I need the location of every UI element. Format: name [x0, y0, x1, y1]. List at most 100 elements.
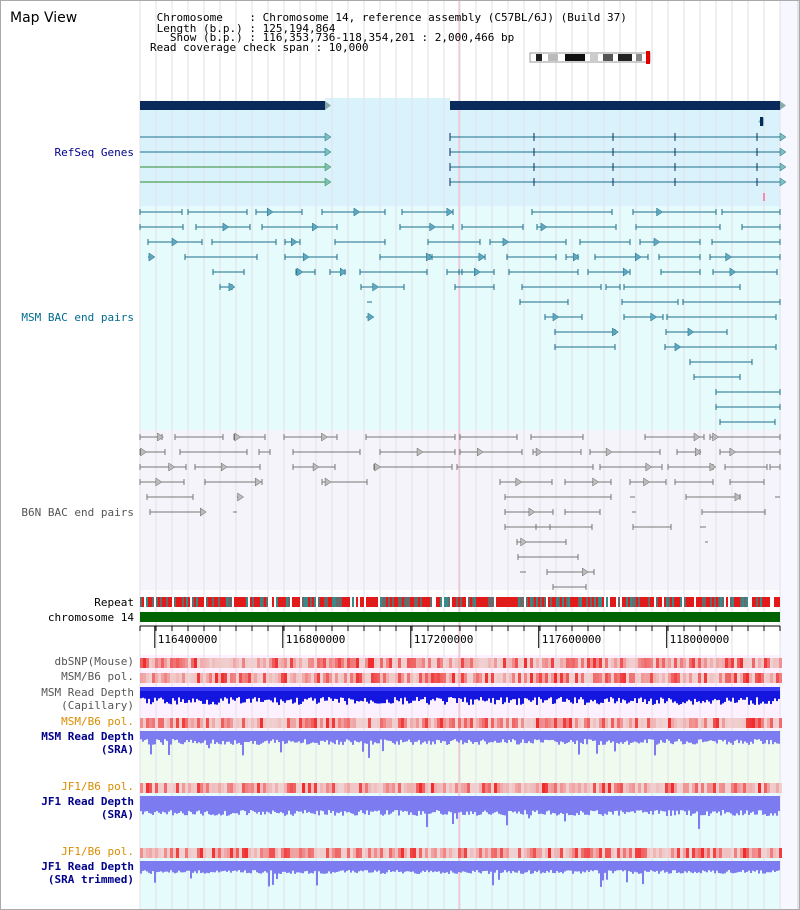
jf1-depth-trim-bar: [772, 861, 774, 871]
jf1-depth-trim-bar: [492, 861, 494, 886]
jf1-depth-trim-bar: [360, 861, 362, 871]
msm-depth-cap-bar: [322, 687, 324, 698]
jf1-depth-trim-bar: [238, 861, 240, 871]
dbsnp-cell: [173, 658, 176, 668]
msm-b6-pol-cell: [245, 718, 248, 728]
msm-depth-cap-top: [704, 687, 706, 691]
jf1-b6-pol-cell: [641, 783, 644, 793]
jf1-depth-trim-bar: [566, 861, 568, 871]
msm-b6-pol-cell: [182, 673, 185, 683]
jf1-depth-sra-bar: [262, 796, 264, 812]
msm-depth-cap-bar: [160, 687, 162, 698]
msm-depth-cap-bar: [214, 687, 216, 705]
msm-depth-cap-top: [340, 687, 342, 691]
msm-b6-pol-cell: [626, 718, 629, 728]
jf1-depth-sra-bar: [442, 796, 444, 815]
jf1-b6-pol-cell: [377, 783, 380, 793]
jf1-depth-sra-bar: [560, 796, 562, 813]
jf1-depth-trim-bar: [540, 861, 542, 874]
jf1-depth-sra-bar: [572, 796, 574, 816]
msm-b6-pol-cell: [314, 718, 317, 728]
jf1-depth-trim-bar: [174, 861, 176, 874]
jf1-b6-pol-cell: [206, 783, 209, 793]
jf1-b6-pol-cell: [248, 783, 251, 793]
msm-depth-sra-bar: [714, 731, 716, 742]
repeat-element: [206, 597, 208, 607]
jf1-b6-pol-cell: [221, 848, 224, 858]
msm-depth-cap-top: [768, 687, 770, 691]
msm-b6-pol-cell: [551, 718, 554, 728]
msm-depth-cap-bar: [618, 687, 620, 698]
repeat-element: [648, 597, 650, 607]
dbsnp-cell: [422, 658, 425, 668]
msm-depth-cap-bar: [574, 687, 576, 698]
msm-b6-pol-cell: [455, 673, 458, 683]
msm-b6-pol-cell: [692, 718, 695, 728]
repeat-element: [544, 597, 546, 607]
repeat-element: [304, 597, 306, 607]
msm-depth-cap-top: [506, 687, 508, 691]
jf1-depth-trim-bar: [350, 861, 352, 873]
jf1-depth-sra-bar: [692, 796, 694, 814]
msm-depth-cap-bar: [394, 687, 396, 698]
msm-b6-pol-cell: [749, 673, 752, 683]
msm-depth-sra-bar: [698, 731, 700, 740]
msm-depth-sra-bar: [608, 731, 610, 741]
dbsnp-cell: [191, 658, 194, 668]
msm-depth-cap-top: [752, 687, 754, 691]
msm-b6-pol-cell: [755, 718, 758, 728]
b6n-bac-arrow: [140, 447, 147, 457]
msm-b6-pol-cell: [593, 718, 596, 728]
jf1-b6-pol-cell: [257, 848, 260, 858]
msm-depth-cap-top: [342, 687, 344, 691]
msm-depth-cap-top: [268, 687, 270, 691]
jf1-depth-sra-bar: [308, 796, 310, 812]
msm-depth-sra-bar: [612, 731, 614, 742]
gene-region-bar: [140, 101, 325, 110]
dbsnp-cell: [647, 658, 650, 668]
msm-depth-sra-bar: [550, 731, 552, 741]
track-label-b6n-bac[interactable]: B6N BAC end pairs: [21, 506, 134, 519]
msm-depth-cap-bar: [468, 687, 470, 705]
msm-depth-cap-top: [712, 687, 714, 691]
msm-depth-sra-bar: [490, 731, 492, 743]
track-label-refseq[interactable]: RefSeq Genes: [54, 146, 134, 159]
jf1-depth-trim-bar: [468, 861, 470, 873]
msm-depth-sra-bar: [652, 731, 654, 740]
msm-depth-cap-top: [294, 687, 296, 691]
msm-depth-cap-bar: [194, 687, 196, 703]
jf1-b6-pol-cell: [761, 783, 764, 793]
msm-bac-arrow: [171, 237, 179, 247]
msm-depth-cap-top: [568, 687, 570, 691]
jf1-b6-pol-cell: [230, 783, 233, 793]
msm-b6-pol-cell: [353, 673, 356, 683]
jf1-depth-trim-bar: [178, 861, 180, 871]
jf1-depth-sra-bar: [596, 796, 598, 811]
msm-depth-cap-bar: [326, 687, 328, 701]
msm-depth-cap-top: [686, 687, 688, 691]
jf1-b6-pol-cell: [458, 848, 461, 858]
msm-depth-cap-top: [690, 687, 692, 691]
jf1-b6-pol-cell: [524, 848, 527, 858]
msm-depth-cap-top: [534, 687, 536, 691]
jf1-depth-sra-bar: [536, 796, 538, 811]
msm-depth-cap-bar: [772, 687, 774, 702]
msm-depth-cap-top: [584, 687, 586, 691]
jf1-depth-sra-bar: [742, 796, 744, 816]
jf1-depth-sra-bar: [718, 796, 720, 812]
msm-b6-pol-cell: [683, 673, 686, 683]
msm-depth-cap-top: [488, 687, 490, 691]
msm-depth-cap-top: [282, 687, 284, 691]
track-label-msm-bac[interactable]: MSM BAC end pairs: [21, 311, 134, 324]
msm-depth-cap-top: [692, 687, 694, 691]
msm-depth-cap-top: [160, 687, 162, 691]
msm-b6-pol-cell: [485, 673, 488, 683]
msm-b6-pol-cell: [590, 718, 593, 728]
jf1-b6-pol-cell: [470, 848, 473, 858]
jf1-depth-sra-bar: [496, 796, 498, 812]
jf1-depth-sra-bar: [558, 796, 560, 815]
msm-depth-cap-bar: [332, 687, 334, 701]
msm-depth-sra-bar: [382, 731, 384, 752]
msm-b6-pol-cell: [440, 673, 443, 683]
jf1-depth-trim-bar: [650, 861, 652, 871]
